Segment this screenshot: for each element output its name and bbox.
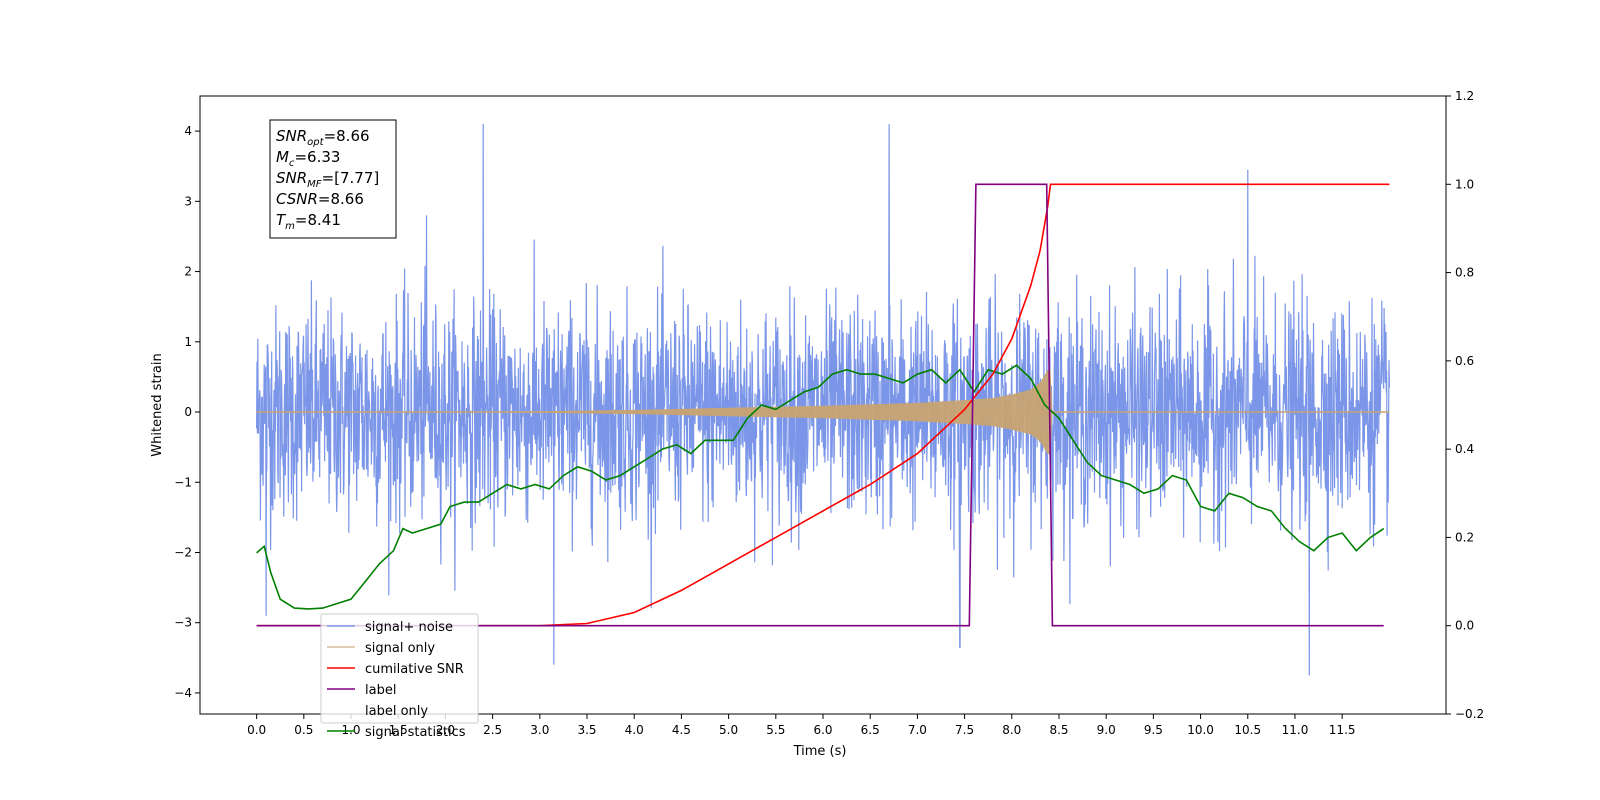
x-tick-label: 0.5 [294,723,313,737]
y2-tick-label: 0.0 [1455,619,1474,633]
x-tick-label: 2.0 [436,723,455,737]
legend-label: signal+ noise [365,620,453,635]
x-tick-label: 9.0 [1097,723,1116,737]
x-tick-label: 11.0 [1282,723,1309,737]
x-tick-label: 4.5 [672,723,691,737]
annotation-subscript: c [289,158,295,169]
y-axis-left: −4 −3 −2 −1 0 1 2 3 4 [174,124,200,700]
y-tick-label: 2 [184,265,192,279]
annotation-line: Tm=8.41 [276,211,341,232]
annotation-frame [269,119,397,239]
legend-label: signal statistics [365,725,466,740]
annotation-value: =8.66 [318,190,364,208]
annotation-line: CSNR=8.66 [276,190,364,208]
series-cumilative-snr [256,183,1390,627]
y-tick-label: 1 [184,335,192,349]
x-tick-label: 9.5 [1144,723,1163,737]
line-series-layer [256,183,1390,627]
x-tick-label: 6.0 [813,723,832,737]
y-tick-label: −3 [174,616,192,630]
noise-series-layer [256,124,1390,676]
signal-only-layer [256,369,1390,455]
y2-tick-label: 1.0 [1455,177,1474,191]
annotation-line: SNRMF=[7.77] [276,169,379,190]
annotation-subscript: m [285,221,295,232]
y2-tick-label: 0.6 [1455,354,1474,368]
x-tick-label: 4.0 [625,723,644,737]
x-axis-label: Time (s) [793,744,847,759]
x-tick-label: 7.0 [908,723,927,737]
x-tick-label: 3.5 [577,723,596,737]
annotation-subscript: MF [307,179,322,190]
x-tick-label: 1.0 [341,723,360,737]
x-tick-label: 5.5 [766,723,785,737]
legend-label: label [365,683,396,698]
x-tick-label: 1.5 [389,723,408,737]
annotation-line: SNRopt=8.66 [276,127,370,148]
legend-frame [320,613,479,724]
y-axis-label: Whitened strain [150,353,165,456]
x-tick-label: 3.0 [530,723,549,737]
x-tick-label: 10.5 [1234,723,1261,737]
annotation-symbol: M [276,148,289,166]
annotation-value: =8.41 [295,211,341,229]
annotation-subscript: opt [307,137,324,148]
x-tick-label: 6.5 [861,723,880,737]
y-tick-label: −1 [174,475,192,489]
x-tick-label: 11.5 [1329,723,1356,737]
y2-tick-label: 0.8 [1455,266,1474,280]
annotation-symbol: CSNR [276,190,318,208]
y-tick-label: −2 [174,545,192,559]
y2-tick-label: −0.2 [1455,707,1484,721]
x-axis: 0.0 0.5 1.0 1.5 2.0 2.5 3.0 3.5 4.0 4.5 5.0 5.5 6.0 6… [247,714,1356,737]
annotation-symbol: SNR [276,169,307,187]
x-tick-label: 8.0 [1002,723,1021,737]
legend-label: cumilative SNR [365,662,464,677]
series-signal-statistics [256,364,1385,610]
x-tick-label: 5.0 [719,723,738,737]
x-tick-label: 8.5 [1049,723,1068,737]
legend: signal+ noise signal only cumilative SNR la… [320,613,479,740]
annotation-value: =8.66 [324,127,370,145]
x-tick-label: 0.0 [247,723,266,737]
stats-annotation-box: SNRopt=8.66Mc=6.33SNRMF=[7.77]CSNR=8.66T… [269,119,397,239]
y2-tick-label: 1.2 [1455,89,1474,103]
y2-tick-label: 0.4 [1455,442,1474,456]
annotation-value: =[7.77] [322,169,380,187]
x-tick-label: 2.5 [483,723,502,737]
y-tick-label: −4 [174,686,192,700]
annotation-symbol: T [276,211,287,229]
y-axis-right: −0.2 0.0 0.2 0.4 0.6 0.8 1.0 1.2 [1446,89,1484,721]
x-tick-label: 7.5 [955,723,974,737]
annotation-value: =6.33 [294,148,340,166]
y2-tick-label: 0.2 [1455,530,1474,544]
series-label [256,183,1384,627]
x-tick-label: 10.0 [1187,723,1214,737]
y-tick-label: 4 [184,124,192,138]
series-signal-noise [256,124,1390,676]
annotation-line: Mc=6.33 [276,148,340,169]
legend-label: signal only [365,641,435,656]
y-tick-label: 3 [184,194,192,208]
annotation-symbol: SNR [276,127,307,145]
legend-label-faded: label only [365,704,428,719]
y-tick-label: 0 [184,405,192,419]
